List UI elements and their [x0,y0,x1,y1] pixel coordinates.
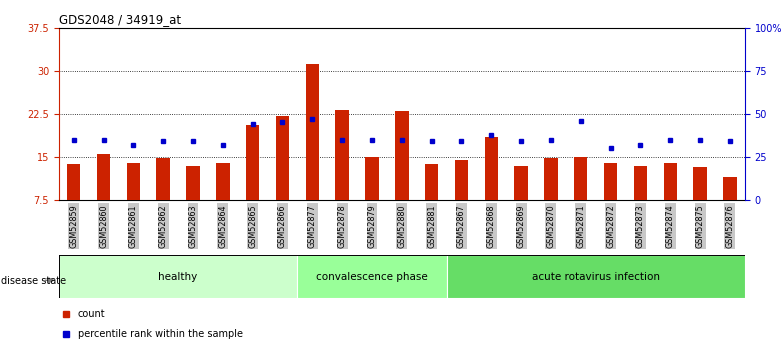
Text: GSM52875: GSM52875 [695,204,705,248]
Bar [187,166,200,200]
Bar [59,255,297,298]
Bar [663,163,677,200]
Bar [246,125,260,200]
Text: GSM52868: GSM52868 [487,204,495,248]
Text: percentile rank within the sample: percentile rank within the sample [78,329,242,339]
Text: GSM52878: GSM52878 [338,204,347,248]
Text: GSM52860: GSM52860 [99,204,108,248]
Bar [544,158,557,200]
Text: GSM52865: GSM52865 [249,204,257,248]
Text: count: count [78,309,105,319]
Text: GDS2048 / 34919_at: GDS2048 / 34919_at [59,13,181,27]
Bar [723,177,737,200]
Text: GSM52864: GSM52864 [218,204,227,248]
Bar [693,167,706,200]
Text: GSM52871: GSM52871 [576,204,586,248]
Text: acute rotavirus infection: acute rotavirus infection [532,272,659,282]
Bar [97,154,111,200]
Text: healthy: healthy [158,272,198,282]
Text: GSM52873: GSM52873 [636,204,645,248]
Text: GSM52880: GSM52880 [397,204,406,248]
Text: convalescence phase: convalescence phase [316,272,428,282]
Bar [485,137,498,200]
Bar [574,157,587,200]
Text: GSM52879: GSM52879 [368,204,376,248]
Bar [395,111,408,200]
Text: GSM52863: GSM52863 [188,204,198,248]
Text: GSM52872: GSM52872 [606,204,615,248]
Text: GSM52866: GSM52866 [278,204,287,248]
Text: GSM52877: GSM52877 [308,204,317,248]
Text: GSM52881: GSM52881 [427,204,436,248]
Bar [306,64,319,200]
Bar [336,110,349,200]
Bar [365,157,379,200]
Bar [157,158,170,200]
Bar [276,116,289,200]
Text: GSM52867: GSM52867 [457,204,466,248]
Text: GSM52861: GSM52861 [129,204,138,248]
Bar [425,164,438,200]
Text: GSM52876: GSM52876 [725,204,735,248]
Bar [216,163,230,200]
Bar [455,160,468,200]
Text: GSM52862: GSM52862 [158,204,168,248]
Text: GSM52870: GSM52870 [546,204,555,248]
Bar [633,166,647,200]
Text: GSM52859: GSM52859 [69,204,78,248]
Bar [127,163,140,200]
Text: GSM52874: GSM52874 [666,204,675,248]
Text: disease state: disease state [1,276,66,286]
Bar [67,164,81,200]
Bar [447,255,745,298]
Bar [297,255,447,298]
Bar [514,166,528,200]
Bar [604,163,617,200]
Text: GSM52869: GSM52869 [517,204,525,248]
